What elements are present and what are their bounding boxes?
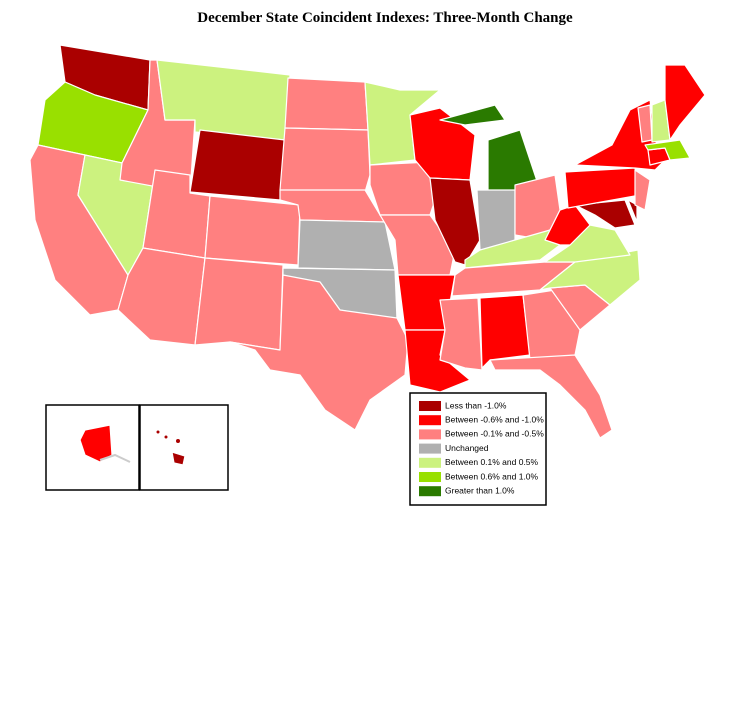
state (644, 139, 691, 161)
legend-swatch (419, 415, 441, 426)
legend-swatch (419, 486, 441, 497)
legend-label: Unchanged (445, 443, 489, 453)
legend-swatch (419, 429, 441, 440)
state (297, 219, 396, 271)
legend-label: Between -0.1% and -0.5% (445, 429, 544, 439)
state (194, 257, 284, 351)
legend: Less than -1.0% Between -0.6% and -1.0% Be… (419, 400, 544, 497)
legend-swatch (419, 401, 441, 411)
legend-swatch (419, 472, 441, 482)
state (171, 451, 186, 466)
state (279, 127, 371, 193)
legend-label: Greater than 1.0% (445, 485, 515, 495)
legend-swatch (419, 457, 441, 468)
state (156, 59, 291, 141)
legend-label: Less than -1.0% (445, 400, 507, 410)
legend-label: Between -0.6% and -1.0% (445, 414, 544, 424)
legend-label: Between 0.6% and 1.0% (445, 471, 539, 481)
state (439, 297, 483, 371)
state (634, 169, 651, 211)
state (439, 104, 506, 126)
inset-frame (45, 404, 140, 491)
state (189, 129, 286, 201)
map-title: December State Coincident Indexes: Three… (197, 10, 573, 26)
legend-swatch (419, 443, 441, 454)
state (79, 424, 113, 463)
legend-label: Between 0.1% and 0.5% (445, 457, 539, 467)
island (156, 430, 160, 434)
state (544, 204, 591, 246)
states (29, 44, 706, 439)
state (664, 64, 706, 141)
island (176, 439, 180, 443)
state (229, 274, 409, 431)
state (476, 189, 516, 251)
state (284, 77, 369, 131)
island-chain (99, 453, 131, 463)
state (204, 195, 301, 266)
state (574, 199, 636, 229)
inset-frame (139, 404, 229, 491)
island (164, 435, 168, 439)
state (479, 294, 531, 369)
state (489, 354, 613, 439)
